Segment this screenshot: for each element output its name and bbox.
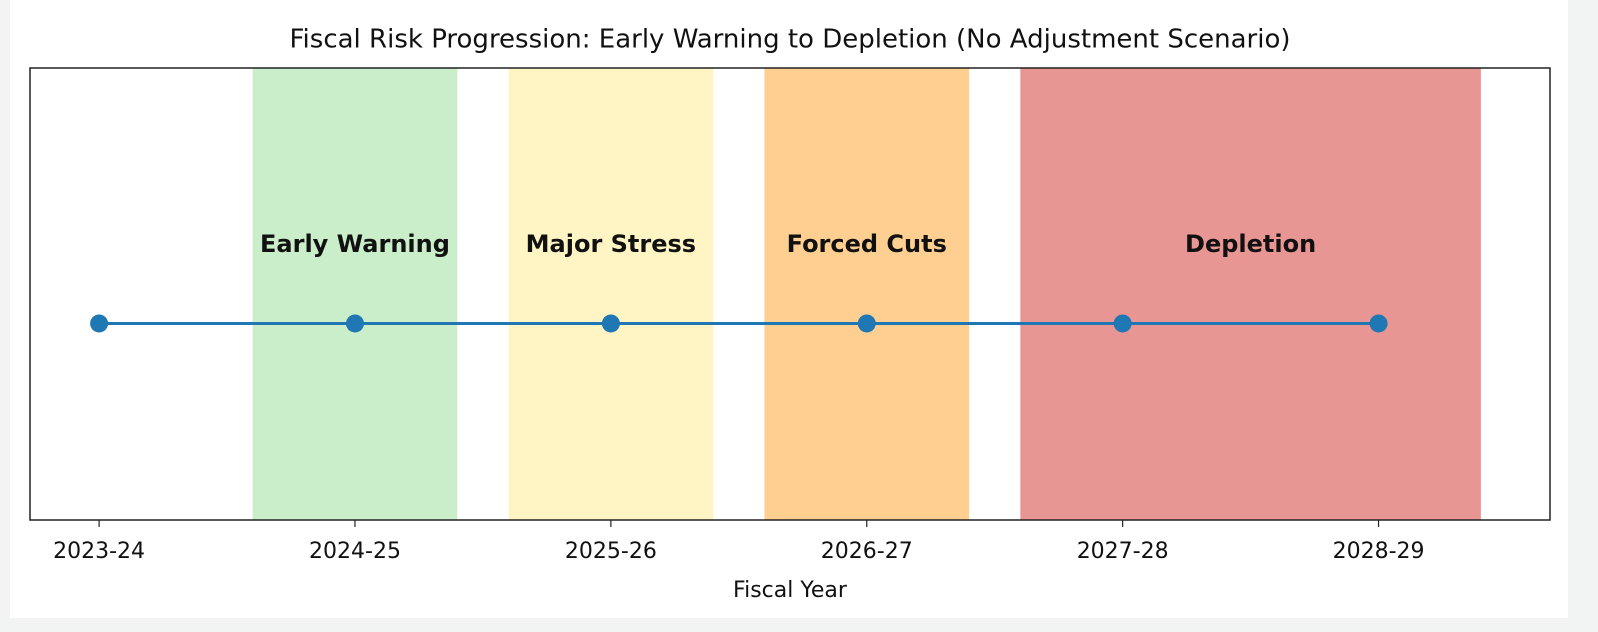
- data-point: [857, 314, 876, 333]
- x-tick-label: 2027-28: [1077, 539, 1169, 564]
- x-tick-label: 2028-29: [1333, 539, 1425, 564]
- x-tick-label: 2024-25: [309, 539, 401, 564]
- chart-title: Fiscal Risk Progression: Early Warning t…: [289, 25, 1290, 55]
- risk-band: [252, 68, 458, 520]
- data-point: [601, 314, 620, 333]
- data-point: [90, 314, 109, 333]
- stage-label: Depletion: [1185, 230, 1316, 258]
- data-point: [1369, 314, 1388, 333]
- data-point: [345, 314, 364, 333]
- data-point: [1113, 314, 1132, 333]
- axes-frame: [29, 67, 1551, 521]
- x-tick-label: 2025-26: [565, 539, 657, 564]
- risk-band: [508, 68, 714, 520]
- stage-label: Forced Cuts: [787, 230, 947, 258]
- risk-band: [764, 68, 970, 520]
- x-tick-label: 2023-24: [53, 539, 145, 564]
- x-axis-label: Fiscal Year: [733, 578, 848, 603]
- stage-label: Early Warning: [260, 230, 450, 258]
- stage-label: Major Stress: [526, 230, 696, 258]
- risk-band: [1020, 68, 1481, 520]
- x-tick-label: 2026-27: [821, 539, 913, 564]
